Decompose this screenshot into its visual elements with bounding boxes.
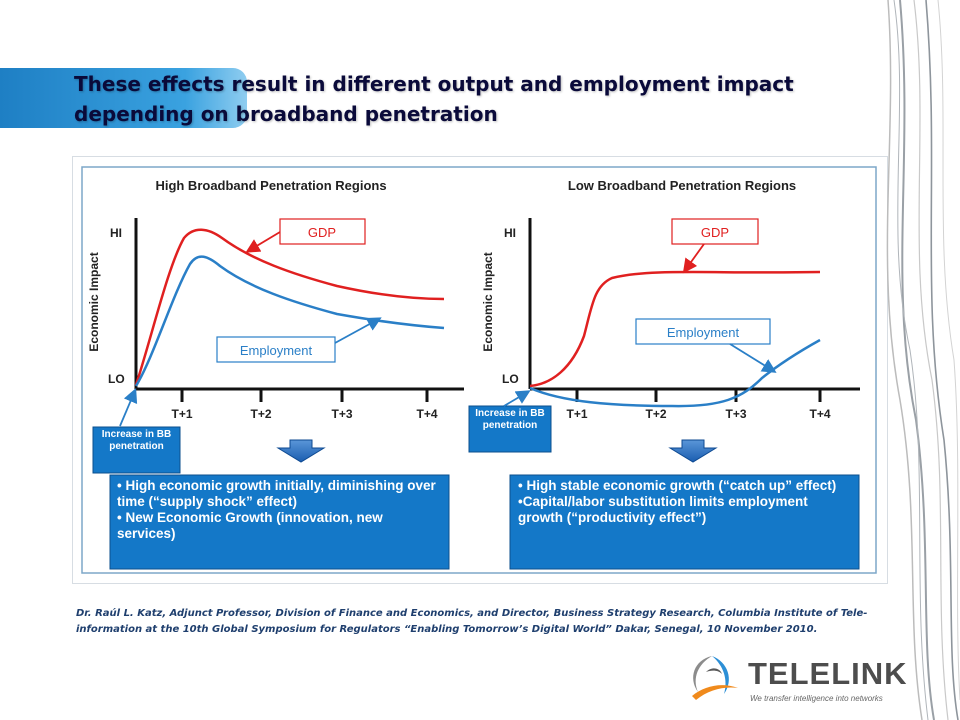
right-tick-label-1: T+1 (566, 407, 587, 421)
right-result-line-1: • High stable economic growth (“catch up… (518, 478, 837, 493)
left-bb-pointer (119, 388, 138, 427)
left-hi-label: HI (110, 226, 122, 240)
right-gdp-pointer (682, 243, 705, 274)
left-result-box (109, 474, 450, 570)
logo-wordmark: TELELINK (748, 656, 908, 691)
right-gdp-curve (529, 270, 821, 388)
right-employment-label: Employment (667, 325, 740, 340)
left-result-text: • High economic growth initially, dimini… (117, 478, 445, 542)
left-bb-box (92, 426, 181, 474)
title-accent-bar (0, 68, 247, 128)
left-tick-label-3: T+3 (331, 407, 352, 421)
decorative-swooshes (886, 0, 960, 720)
right-down-arrow (668, 439, 718, 463)
left-employment-label: Employment (240, 343, 313, 358)
telelink-logo-mark-icon (692, 656, 738, 700)
left-panel-heading: High Broadband Penetration Regions (155, 178, 386, 193)
left-lo-label: LO (108, 372, 125, 386)
right-result-text: • High stable economic growth (“catch up… (518, 478, 855, 526)
right-employment-curve (529, 338, 821, 408)
source-caption: Dr. Raúl L. Katz, Adjunct Professor, Div… (76, 608, 868, 635)
left-result-line-1: • High economic growth initially, dimini… (117, 478, 436, 509)
slide-title: These effects result in different output… (74, 72, 794, 126)
left-gdp-curve (134, 228, 445, 386)
right-lo-label: LO (502, 372, 519, 386)
left-down-arrow (276, 439, 326, 463)
right-panel-heading: Low Broadband Penetration Regions (568, 178, 796, 193)
left-gdp-label-box (279, 218, 366, 245)
left-tick-label-4: T+4 (416, 407, 437, 421)
right-tick-label-4: T+4 (809, 407, 830, 421)
left-gdp-label: GDP (308, 225, 336, 240)
logo-tagline: We transfer intelligence into networks (750, 694, 883, 703)
right-hi-label: HI (504, 226, 516, 240)
right-bb-box (468, 405, 552, 453)
left-employment-label-box (216, 336, 336, 363)
right-y-axis-label: Economic Impact (481, 252, 495, 351)
left-result-line-2: • New Economic Growth (innovation, new s… (117, 510, 383, 541)
left-tick-label-2: T+2 (250, 407, 271, 421)
broadband-impact-diagram: High Broadband Penetration Regions Econo… (72, 156, 888, 584)
right-result-box (509, 474, 860, 570)
left-tick-label-1: T+1 (171, 407, 192, 421)
right-bb-box-text: Increase in BB penetration (475, 408, 545, 431)
right-gdp-label: GDP (701, 225, 729, 240)
right-bb-pointer (503, 390, 531, 407)
right-gdp-label-box (671, 218, 759, 245)
left-bb-box-text: Increase in BB penetration (101, 429, 172, 452)
right-result-line-2: •Capital/labor substitution limits emplo… (518, 494, 808, 525)
left-gdp-pointer (245, 231, 281, 253)
right-tick-label-2: T+2 (645, 407, 666, 421)
right-tick-label-3: T+3 (725, 407, 746, 421)
right-employment-pointer (729, 343, 777, 373)
telelink-logo: TELELINK We transfer intelligence into n… (682, 652, 922, 708)
right-employment-label-box (635, 318, 771, 345)
left-employment-pointer (334, 317, 382, 344)
left-y-axis-label: Economic Impact (87, 252, 101, 351)
